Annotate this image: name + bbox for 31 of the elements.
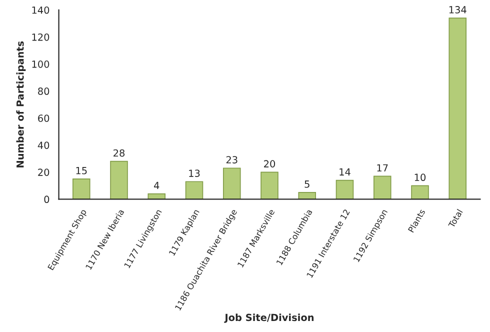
data-label: 23 (226, 156, 238, 164)
data-label: 13 (189, 170, 200, 177)
bar (72, 178, 90, 200)
y-tick-label: 80 (38, 88, 50, 95)
bar (185, 181, 204, 200)
bar (411, 185, 429, 200)
data-label: 28 (114, 149, 125, 157)
data-label: 4 (154, 182, 160, 189)
y-tick-label: 0 (44, 196, 50, 204)
bar (448, 18, 467, 200)
data-label: 134 (449, 6, 466, 14)
bar (110, 160, 128, 200)
y-tick-label: 120 (32, 33, 50, 41)
bar (298, 192, 316, 200)
data-label: 15 (76, 167, 87, 174)
y-axis-title: Number of Participants (16, 41, 26, 168)
data-label: 20 (264, 160, 276, 168)
y-tick-label: 20 (38, 168, 50, 176)
bar (336, 180, 354, 200)
y-tick-label: 40 (38, 142, 50, 149)
data-label: 10 (414, 174, 426, 182)
data-label: 17 (377, 164, 388, 172)
bar (260, 172, 278, 200)
x-axis-title: Job Site/Division (224, 314, 314, 323)
data-label: 14 (340, 168, 350, 176)
bar (222, 168, 241, 200)
y-tick-label: 100 (32, 60, 50, 68)
data-label: 5 (304, 180, 310, 188)
y-tick-label: 60 (38, 114, 50, 122)
y-tick-label: 140 (32, 6, 50, 14)
bar (373, 176, 392, 200)
